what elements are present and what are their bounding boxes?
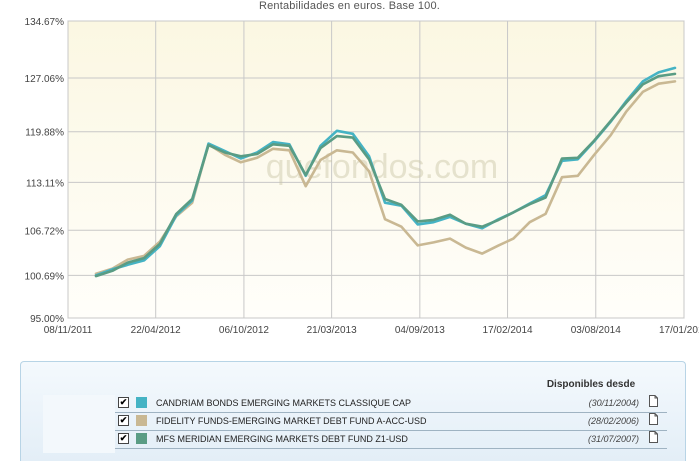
document-icon[interactable] <box>649 431 658 443</box>
legend-since-date: (30/11/2004) <box>588 398 639 408</box>
x-tick-label: 17/02/2014 <box>483 325 533 336</box>
legend-checkbox[interactable]: ✔ <box>118 415 129 426</box>
document-icon[interactable] <box>649 395 658 407</box>
chart-title: Rentabilidades en euros. Base 100. <box>258 0 441 12</box>
x-tick-label: 17/01/2015 <box>659 325 699 336</box>
y-tick-label: 134.67% <box>25 17 65 28</box>
y-tick-label: 127.06% <box>25 74 65 85</box>
chart-plot: quefondos.com 95.00% 100.69% 106.72% 113.11… <box>25 17 699 336</box>
x-tick-label: 21/03/2013 <box>307 325 357 336</box>
legend-swatch <box>136 415 147 426</box>
legend-since-date: (28/02/2006) <box>587 416 639 426</box>
y-tick-label: 100.69% <box>25 271 65 282</box>
grid-lines <box>67 20 685 319</box>
legend-panel: Disponibles desde ✔ CANDRIAM BONDS EMERG… <box>20 361 686 461</box>
legend-label: MFS MERIDIAN EMERGING MARKETS DEBT FUND … <box>156 434 408 444</box>
watermark-text: quefondos.com <box>266 148 499 186</box>
legend-row-mfs[interactable]: ✔ MFS MERIDIAN EMERGING MARKETS DEBT FUN… <box>115 430 667 449</box>
series-line <box>94 80 677 276</box>
x-tick-label: 22/04/2012 <box>131 325 181 336</box>
series-lines <box>94 66 677 278</box>
x-tick-label: 03/08/2014 <box>571 325 621 336</box>
x-tick-label: 06/10/2012 <box>219 325 269 336</box>
y-tick-label: 106.72% <box>25 226 65 237</box>
legend-since-date: (31/07/2007) <box>587 434 639 444</box>
legend-row-fidelity[interactable]: ✔ FIDELITY FUNDS-EMERGING MARKET DEBT FU… <box>115 412 667 431</box>
x-tick-label: 08/11/2011 <box>44 325 93 336</box>
legend-checkbox[interactable]: ✔ <box>118 433 129 444</box>
y-tick-label: 95.00% <box>30 314 64 325</box>
y-tick-label: 113.11% <box>26 178 64 189</box>
legend-header: Disponibles desde <box>546 379 636 390</box>
legend-label: FIDELITY FUNDS-EMERGING MARKET DEBT FUND… <box>156 416 427 426</box>
legend-row-candriam[interactable]: ✔ CANDRIAM BONDS EMERGING MARKETS CLASSI… <box>115 394 667 413</box>
legend-swatch <box>136 397 147 408</box>
legend-side-panel <box>43 395 115 453</box>
legend-label: CANDRIAM BONDS EMERGING MARKETS CLASSIQU… <box>156 398 412 408</box>
legend-swatch <box>136 433 147 444</box>
x-tick-label: 04/09/2013 <box>395 325 445 336</box>
series-line <box>94 72 677 278</box>
document-icon[interactable] <box>649 413 658 425</box>
legend-checkbox[interactable]: ✔ <box>118 397 129 408</box>
y-axis-labels: 95.00% 100.69% 106.72% 113.11% 119.88% 127.06… <box>25 17 65 325</box>
y-tick-label: 119.88% <box>25 128 64 139</box>
x-axis-labels: 08/11/2011 22/04/2012 06/10/2012 21/03/2013… <box>44 325 699 336</box>
